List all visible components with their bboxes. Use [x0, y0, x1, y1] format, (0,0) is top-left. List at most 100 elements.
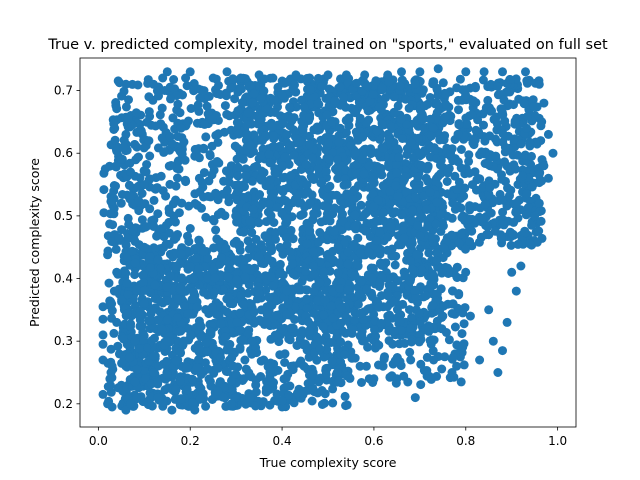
scatter-point: [355, 361, 365, 371]
scatter-point: [350, 221, 360, 231]
scatter-point: [225, 339, 235, 349]
scatter-point: [309, 261, 318, 271]
scatter-point: [376, 165, 386, 175]
scatter-point: [149, 368, 158, 377]
scatter-point: [483, 95, 493, 105]
scatter-point: [216, 253, 226, 263]
scatter-point: [184, 201, 194, 211]
scatter-point: [344, 113, 354, 123]
scatter-point: [199, 246, 209, 256]
scatter-point: [232, 118, 242, 128]
scatter-point: [164, 204, 174, 214]
scatter-point: [353, 261, 363, 271]
scatter-point: [254, 218, 264, 228]
scatter-point: [464, 156, 474, 166]
scatter-point: [247, 349, 257, 359]
scatter-point: [117, 225, 127, 235]
scatter-point: [249, 307, 259, 317]
scatter-point: [410, 393, 420, 403]
y-axis-ticks: 0.2 0.3 0.4 0.5 0.6 0.7: [54, 84, 80, 411]
scatter-point: [302, 180, 312, 190]
scatter-point: [498, 67, 507, 77]
scatter-point: [251, 343, 261, 353]
scatter-point: [432, 108, 442, 118]
scatter-point: [241, 399, 251, 409]
scatter-point: [283, 214, 293, 224]
scatter-point: [130, 258, 140, 268]
scatter-point: [479, 67, 489, 77]
scatter-point: [221, 91, 231, 101]
scatter-point: [509, 217, 519, 227]
scatter-point: [448, 286, 458, 296]
scatter-point: [374, 302, 384, 312]
scatter-point: [444, 335, 454, 345]
scatter-point: [528, 95, 538, 105]
scatter-point: [159, 232, 169, 242]
scatter-point: [288, 83, 298, 93]
scatter-point: [285, 247, 295, 257]
scatter-point: [433, 249, 443, 258]
scatter-point: [203, 273, 213, 283]
scatter-point: [536, 216, 546, 226]
scatter-point: [441, 99, 450, 109]
scatter-point: [436, 209, 446, 219]
scatter-point: [483, 159, 493, 169]
scatter-point: [216, 353, 225, 363]
scatter-point: [296, 210, 306, 220]
scatter-point: [452, 184, 462, 194]
scatter-point: [107, 237, 117, 246]
scatter-point: [305, 139, 315, 149]
scatter-point: [279, 225, 288, 235]
scatter-point: [257, 200, 267, 210]
scatter-point: [527, 151, 536, 161]
scatter-point: [503, 183, 512, 193]
scatter-point: [182, 385, 192, 395]
scatter-point: [172, 313, 182, 323]
scatter-point: [412, 250, 422, 260]
scatter-point: [284, 390, 293, 400]
scatter-point: [312, 332, 322, 342]
scatter-point: [336, 337, 346, 347]
scatter-point: [320, 295, 330, 305]
scatter-point: [173, 99, 183, 109]
scatter-point: [362, 81, 372, 91]
scatter-point: [512, 150, 522, 160]
scatter-point: [134, 196, 144, 206]
scatter-point: [351, 148, 361, 158]
scatter-point: [194, 344, 204, 354]
scatter-point: [112, 104, 122, 114]
scatter-point: [460, 183, 470, 193]
scatter-point: [228, 299, 238, 309]
x-axis-label: True complexity score: [259, 455, 397, 470]
scatter-point: [187, 374, 197, 384]
scatter-point: [182, 362, 192, 372]
scatter-point: [249, 89, 259, 99]
scatter-point: [140, 374, 150, 384]
scatter-point: [429, 335, 439, 345]
y-tick-label: 0.2: [54, 397, 73, 411]
scatter-point: [220, 101, 230, 111]
scatter-point: [377, 291, 386, 301]
scatter-point: [357, 154, 367, 164]
scatter-point: [98, 339, 108, 349]
scatter-point: [173, 173, 182, 183]
scatter-point: [254, 251, 264, 261]
scatter-point: [309, 287, 319, 296]
scatter-point: [139, 365, 149, 375]
scatter-point: [264, 149, 274, 159]
scatter-point: [203, 253, 213, 263]
scatter-point: [256, 173, 266, 183]
scatter-point: [248, 204, 258, 214]
scatter-point: [199, 143, 209, 153]
scatter-point: [265, 372, 275, 382]
scatter-point: [417, 114, 427, 124]
scatter-point: [212, 157, 222, 166]
scatter-point: [272, 202, 282, 212]
scatter-point: [483, 222, 493, 232]
scatter-point: [395, 81, 405, 91]
scatter-point: [222, 185, 232, 195]
scatter-point: [431, 219, 441, 229]
scatter-point: [176, 148, 186, 158]
scatter-point: [251, 234, 261, 244]
